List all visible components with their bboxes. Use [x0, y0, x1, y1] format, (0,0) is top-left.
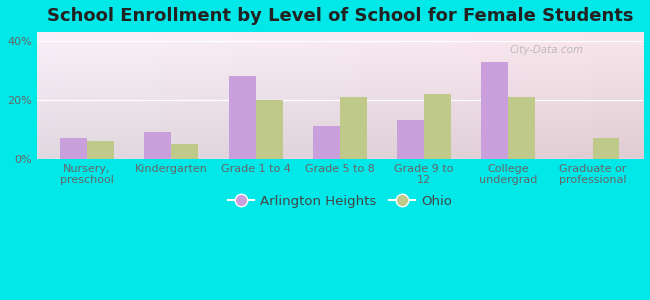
Bar [255, 100, 283, 159]
Bar [593, 138, 619, 159]
Bar [424, 94, 451, 159]
Bar [508, 97, 535, 159]
Bar [481, 61, 508, 159]
Text: City-Data.com: City-Data.com [510, 45, 584, 55]
Bar [172, 144, 198, 159]
Legend: Arlington Heights, Ohio: Arlington Heights, Ohio [223, 189, 457, 213]
Bar [87, 141, 114, 159]
Bar [313, 126, 340, 159]
Bar [397, 121, 424, 159]
Bar [60, 138, 87, 159]
Bar [144, 132, 172, 159]
Bar [229, 76, 255, 159]
Bar [340, 97, 367, 159]
Title: School Enrollment by Level of School for Female Students: School Enrollment by Level of School for… [47, 7, 633, 25]
